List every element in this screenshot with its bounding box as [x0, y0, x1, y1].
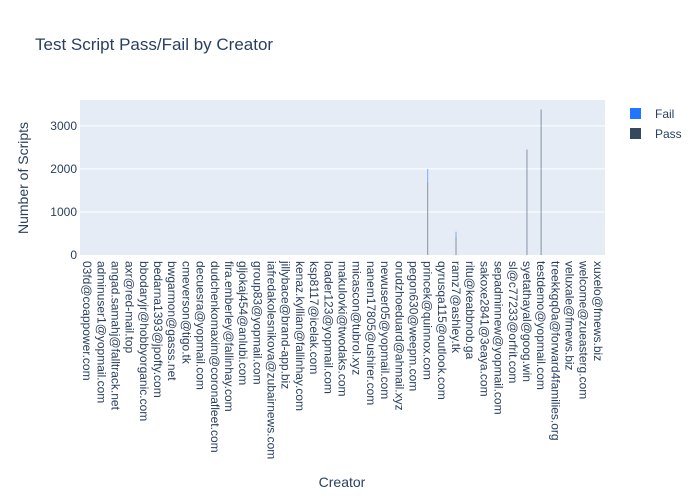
x-tick-label: sakoxe2841@3eaya.com [477, 261, 491, 397]
x-tick-label: nanem17805@ushirer.com [364, 261, 378, 405]
x-tick-label: newuser05@yopmail.com [378, 261, 392, 399]
bar-fail[interactable] [455, 231, 457, 237]
gridlines [80, 125, 605, 213]
x-tick-label: welcome@zueasterg.com [577, 260, 591, 399]
x-tick-label: sepadminnew@yopmail.com [492, 261, 506, 415]
bar-fail[interactable] [427, 168, 429, 182]
x-axis-ticks: 03fd@coappower.com adminuser1@yopmail.com… [80, 260, 605, 459]
legend[interactable]: Fail Pass [630, 107, 682, 141]
x-tick-label: micascon@tubrol.xyz [350, 261, 364, 375]
bar-pass[interactable] [526, 149, 528, 255]
x-tick-label: sl@c77233@orfrit.com [506, 261, 520, 383]
x-axis-title: Creator [319, 474, 366, 490]
legend-label-pass[interactable]: Pass [655, 127, 682, 141]
x-tick-label: pegon630@weepm.com [406, 261, 420, 391]
x-tick-label: adminuser1@yopmail.com [94, 261, 108, 403]
y-tick-label: 1000 [50, 205, 77, 219]
x-tick-label: angad.samahj@falltrack.net [108, 261, 122, 411]
x-tick-label: jillybace@brand-app.biz [279, 260, 293, 389]
x-tick-label: bbodaryjr@hobbyorganic.com [137, 261, 151, 421]
x-tick-label: orudzhoeduard@ahmail.xyz [392, 261, 406, 411]
x-tick-label: 03fd@coappower.com [80, 261, 94, 381]
x-tick-label: group83@yopmail.com [250, 261, 264, 385]
legend-label-fail[interactable]: Fail [655, 107, 674, 121]
x-tick-label: fira.emberley@fallinhay.com [222, 261, 236, 412]
bars [427, 109, 542, 255]
x-tick-label: qyrusqa115@outlook.com [435, 261, 449, 400]
y-axis-title: Number of Scripts [15, 122, 31, 234]
x-tick-label: gljokaj454@anlubi.com [236, 261, 250, 385]
x-tick-label: xuxelo@fmews.biz [591, 261, 605, 361]
x-tick-label: makulovki@twodaks.com [336, 261, 350, 397]
x-tick-label: decuesra@yopmail.com [194, 261, 208, 390]
bar-pass[interactable] [540, 109, 542, 255]
legend-swatch-pass[interactable] [630, 128, 641, 139]
x-tick-label: kenaz.kyllian@fallinhay.com [293, 261, 307, 411]
x-tick-label: ramz7@ashley.tk [449, 261, 463, 354]
x-tick-label: iafredakolesnikova@zubairnews.com [265, 261, 279, 459]
bar-pass[interactable] [427, 181, 429, 255]
x-tick-label: ritu@keabbnob.ga [463, 261, 477, 360]
x-tick-label: axr@red-mail.top [123, 261, 137, 354]
x-tick-label: bedarna1393@jpofty.com [151, 261, 165, 398]
x-tick-label: testdemo@yopmail.com [534, 261, 548, 390]
bar-pass[interactable] [455, 236, 457, 255]
x-tick-label: veluxale@fmews.biz [563, 261, 577, 371]
legend-swatch-fail[interactable] [630, 108, 641, 119]
chart-title: Test Script Pass/Fail by Creator [35, 35, 273, 54]
x-tick-label: ksp8117@icelak.com [307, 261, 321, 374]
x-tick-label: bwgarmon@gasss.net [165, 261, 179, 381]
x-tick-label: treekkgq0a@forward4families.org [548, 261, 562, 441]
x-tick-label: princek@quinnox.com [421, 261, 435, 380]
x-tick-label: loader123@yopmail.com [321, 261, 335, 394]
x-tick-label: dudchenkomaxim@coronafleet.com [208, 261, 222, 453]
y-tick-label: 3000 [50, 119, 77, 133]
y-axis-ticks: 0 1000 2000 3000 [50, 119, 77, 262]
y-tick-label: 0 [70, 248, 77, 262]
x-tick-label: syetathayal@goog.win [520, 261, 534, 382]
x-tick-label: cmeverson@tigo.tk [179, 261, 193, 365]
plot-area [80, 100, 605, 255]
y-tick-label: 2000 [50, 162, 77, 176]
